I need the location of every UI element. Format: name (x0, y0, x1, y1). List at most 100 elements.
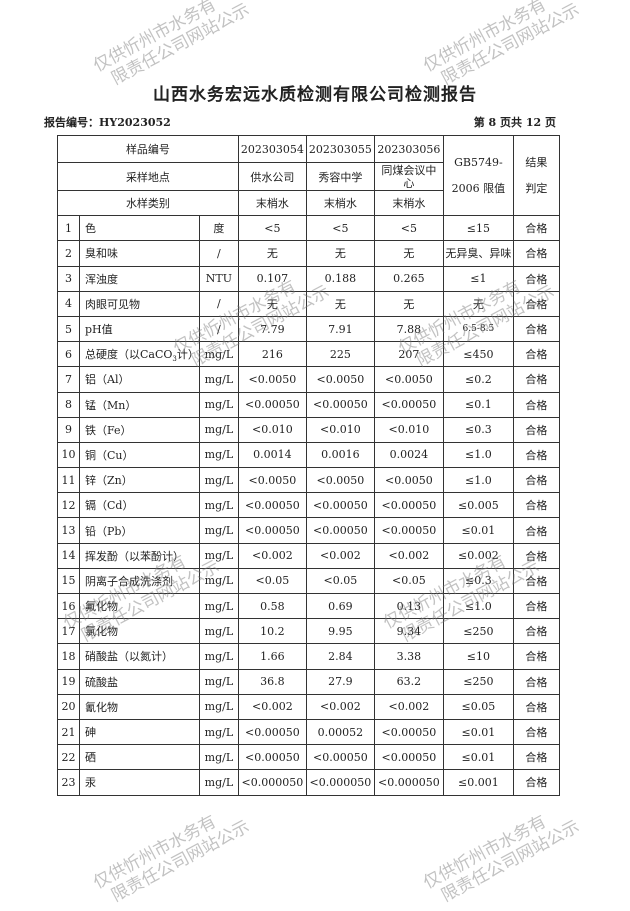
unit: / (198, 290, 239, 317)
item-name: 肉眼可见物 (79, 290, 200, 317)
limit: ≤0.01 (442, 744, 514, 771)
value: 27.9 (305, 668, 375, 695)
row-number: 22 (57, 744, 80, 771)
report-title: 山西水务宏远水质检测有限公司检测报告 (153, 85, 477, 105)
table-row: 6 总硬度（以CaCO3计） mg/L 216 225 207 ≤450 合格 (57, 341, 560, 368)
value: 0.58 (237, 592, 307, 620)
value: 0.69 (305, 592, 375, 620)
value: 0.0024 (373, 441, 444, 469)
row-number: 17 (57, 618, 80, 645)
result: 合格 (512, 718, 560, 746)
limit: ≤0.2 (442, 366, 514, 393)
limit: ≤1 (442, 265, 514, 292)
value: 0.13 (373, 592, 444, 620)
table-row: 16 氟化物 mg/L 0.58 0.69 0.13 ≤1.0 合格 (57, 592, 560, 620)
row-number: 1 (57, 215, 80, 242)
item-name: 阴离子合成洗涤剂 (79, 567, 200, 595)
limit: ≤0.3 (442, 416, 514, 443)
value: <0.00050 (373, 517, 444, 544)
sample-no: 202303054 (237, 135, 307, 163)
result: 合格 (512, 290, 560, 317)
item-name: 硒 (79, 744, 200, 771)
sample-type: 末梢水 (305, 189, 375, 217)
table-row: 22 硒 mg/L <0.00050 <0.00050 <0.00050 ≤0.01 合格 (57, 744, 560, 771)
value: 无 (373, 240, 444, 267)
value: 0.00052 (305, 718, 375, 746)
table-row: 18 硝酸盐（以氮计） mg/L 1.66 2.84 3.38 ≤10 合格 (57, 643, 560, 670)
results-table: 样品编号 202303054 202303055 202303056 GB574… (57, 134, 560, 796)
value: <0.0050 (237, 366, 307, 393)
value: <5 (373, 215, 444, 242)
item-name: 铁（Fe） (79, 416, 200, 443)
row-number: 5 (57, 315, 80, 343)
limit: ≤0.001 (442, 769, 514, 796)
limit: 无 (442, 290, 514, 317)
item-name: 镉（Cd） (79, 492, 200, 519)
value: <0.002 (305, 693, 375, 720)
value: <0.0050 (373, 467, 444, 494)
type-label: 水样类别 (57, 189, 239, 217)
value: <0.002 (237, 693, 307, 720)
sample-no: 202303055 (305, 135, 375, 163)
value: <0.00050 (237, 492, 307, 519)
sample-no: 202303056 (373, 135, 444, 163)
result: 合格 (512, 366, 560, 393)
result: 合格 (512, 567, 560, 595)
item-name: 铅（Pb） (79, 517, 200, 544)
row-number: 14 (57, 542, 80, 569)
result: 合格 (512, 441, 560, 469)
row-number: 8 (57, 391, 80, 418)
table-row: 7 铝（Al） mg/L <0.0050 <0.0050 <0.0050 ≤0.2 合格 (57, 366, 560, 393)
result: 合格 (512, 618, 560, 645)
row-number: 12 (57, 492, 80, 519)
value: 0.0016 (305, 441, 375, 469)
header-row-site: 采样地点 供水公司 秀容中学 同煤会议中心 (57, 162, 560, 191)
row-number: 13 (57, 517, 80, 544)
page-info: 第 8 页共 12 页 (473, 116, 556, 129)
limit: ≤250 (442, 618, 514, 645)
value: 无 (237, 290, 307, 317)
result: 合格 (512, 240, 560, 267)
unit: mg/L (198, 744, 239, 771)
table-row: 12 镉（Cd） mg/L <0.00050 <0.00050 <0.00050 ≤0.00… (57, 492, 560, 519)
unit: mg/L (198, 492, 239, 519)
value: <5 (237, 215, 307, 242)
unit: NTU (198, 265, 239, 292)
result-header-line1: 结果 (525, 155, 548, 169)
value: 无 (305, 290, 375, 317)
result: 合格 (512, 492, 560, 519)
unit: mg/L (198, 668, 239, 695)
row-number: 11 (57, 467, 80, 494)
item-name: 锰（Mn） (79, 391, 200, 418)
table-row: 4 肉眼可见物 / 无无无无合格 (57, 290, 560, 317)
header-row-sample-no: 样品编号 202303054 202303055 202303056 GB574… (57, 134, 560, 217)
sample-site: 同煤会议中心 (373, 162, 444, 191)
unit: mg/L (198, 341, 239, 368)
value: <5 (305, 215, 375, 242)
value: <0.00050 (305, 517, 375, 544)
row-number: 18 (57, 643, 80, 670)
result: 合格 (512, 416, 560, 443)
row-number: 10 (57, 441, 80, 469)
result-header-line2: 判定 (525, 181, 548, 195)
unit: mg/L (198, 441, 239, 469)
unit: mg/L (198, 718, 239, 746)
value: <0.00050 (373, 744, 444, 771)
limit-header: GB5749- 2006 限值 (442, 134, 514, 217)
value: <0.00050 (373, 492, 444, 519)
table-row: 17 氯化物 mg/L 10.2 9.95 9.34 ≤250 合格 (57, 618, 560, 645)
value: <0.002 (373, 693, 444, 720)
value: <0.00050 (237, 718, 307, 746)
result: 合格 (512, 517, 560, 544)
limit: ≤0.002 (442, 542, 514, 569)
result: 合格 (512, 215, 560, 242)
value: 36.8 (237, 668, 307, 695)
unit: mg/L (198, 567, 239, 595)
item-name: 臭和味 (79, 240, 200, 267)
limit: ≤1.0 (442, 441, 514, 469)
table-row: 15 阴离子合成洗涤剂 mg/L <0.05 <0.05 <0.05 ≤0.3 合格 (57, 567, 560, 595)
value: 9.95 (305, 618, 375, 645)
row-number: 6 (57, 341, 80, 368)
value: 无 (305, 240, 375, 267)
item-name: 浑浊度 (79, 265, 200, 292)
